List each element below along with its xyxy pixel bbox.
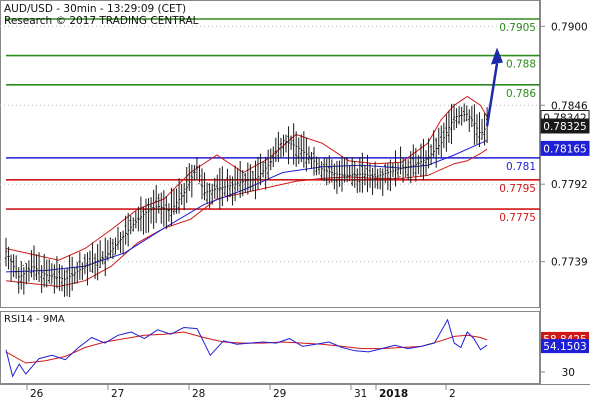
chart-subtitle: Research © 2017 TRADING CENTRAL (4, 15, 199, 27)
price-badge-label: 0.78325 (543, 121, 586, 133)
time-tick-label: 2018 (379, 388, 408, 400)
bollinger-bands (6, 97, 487, 287)
rsi-tick-label: 30 (562, 367, 575, 379)
level-label: 0.781 (506, 161, 536, 173)
bollinger-upper (6, 97, 487, 261)
rsi-axis: 3058.842554.1503 (540, 332, 589, 379)
level-lines (6, 19, 540, 209)
level-label: 0.7905 (499, 22, 536, 34)
forecast-arrow (487, 48, 503, 126)
time-tick-label: 26 (30, 388, 44, 400)
level-label: 0.788 (506, 59, 536, 71)
main-panel-frame (1, 1, 540, 308)
time-tick-label: 29 (273, 388, 286, 400)
arrow-shaft (487, 64, 497, 126)
rsi-panel-label: RSI14 - 9MA (4, 314, 65, 325)
moving-average-line (6, 140, 487, 272)
rsi-badge-label: 54.1503 (543, 341, 586, 353)
price-tick-label: 0.7900 (551, 21, 588, 33)
price-candles (5, 103, 489, 297)
moving-average (6, 140, 487, 272)
rsi-line (6, 320, 487, 377)
rsi-panel-frame (1, 312, 540, 384)
time-tick-label: 28 (192, 388, 205, 400)
time-tick-label: 31 (354, 388, 367, 400)
chart-title: AUD/USD - 30min - 13:29:09 (CET) (4, 3, 186, 15)
rsi-lines (6, 320, 487, 377)
level-label: 0.7795 (499, 183, 536, 195)
price-tick-label: 0.7792 (551, 179, 588, 191)
level-labels: 0.7905 0.788 0.786 0.781 0.7795 0.7775 (499, 22, 536, 224)
level-label: 0.7775 (499, 212, 536, 224)
time-axis-ticks: 26 27 28 29 31 2018 2 (27, 384, 456, 400)
price-tick-label: 0.7739 (551, 257, 588, 269)
time-tick-label: 27 (111, 388, 124, 400)
price-badge-label: 0.78165 (543, 143, 586, 155)
time-tick-label: 2 (449, 388, 456, 400)
level-label: 0.786 (506, 88, 536, 100)
main-gridlines (0, 26, 540, 261)
bollinger-lower (6, 149, 487, 286)
